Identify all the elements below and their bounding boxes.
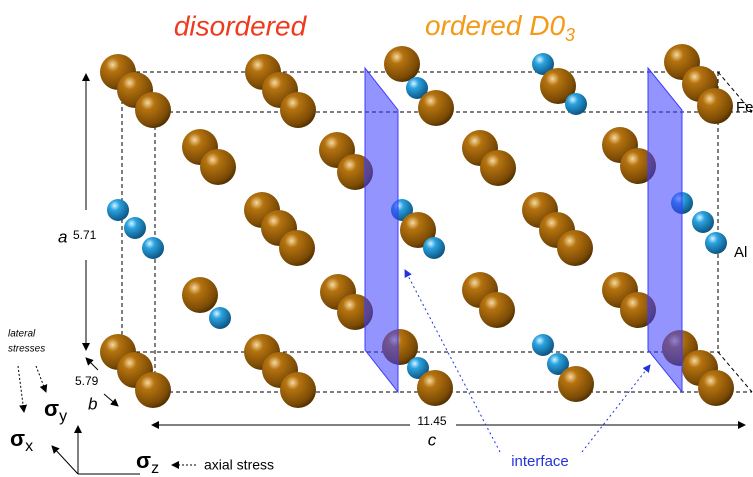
fe-atom <box>480 150 516 186</box>
sigma-subscript: z <box>151 460 159 477</box>
title-subscript: 3 <box>565 25 575 45</box>
al-atom <box>705 232 727 254</box>
crystal-diagram: disordered ordered D03 Fe Al a 5.71 5.79… <box>0 0 753 477</box>
interface-plane <box>365 68 398 392</box>
sigma: σ <box>136 448 151 473</box>
atom-label: Fe <box>736 99 753 116</box>
al-atom <box>142 237 164 259</box>
interface-plane <box>648 68 682 392</box>
sigma: σ <box>10 426 25 451</box>
fe-atom <box>697 88 733 124</box>
fe-atom <box>182 277 218 313</box>
axial-label: axial stress <box>204 457 274 473</box>
b-arrow <box>104 394 118 406</box>
lateral-label: stresses <box>8 344 45 355</box>
axis-arrow <box>52 446 78 474</box>
sigma-subscript: x <box>25 438 33 455</box>
fe-atom <box>280 372 316 408</box>
sigma-subscript: y <box>59 408 67 425</box>
fe-atom <box>135 92 171 128</box>
al-atom <box>107 199 129 221</box>
lateral-arrow <box>18 366 24 412</box>
atoms <box>100 44 734 408</box>
al-atom <box>209 307 231 329</box>
al-atom <box>532 334 554 356</box>
al-atom <box>692 211 714 233</box>
fe-atom <box>417 370 453 406</box>
fe-atom <box>384 46 420 82</box>
sigma: σ <box>44 396 59 421</box>
title-ordered: ordered D03 <box>425 10 575 44</box>
interface-label: interface <box>511 453 569 470</box>
lateral-label: lateral <box>8 329 36 340</box>
title-text: ordered D0 <box>425 10 566 41</box>
fe-atom <box>557 230 593 266</box>
al-atom <box>565 93 587 115</box>
dim-symbol: a <box>58 227 67 246</box>
fe-atom <box>279 230 315 266</box>
dim-value: 11.45 <box>417 414 446 428</box>
fe-atom <box>698 370 734 406</box>
dim-value: 5.79 <box>75 374 99 388</box>
al-atom <box>124 217 146 239</box>
al-atom <box>423 237 445 259</box>
b-arrow <box>86 358 98 370</box>
dim-value: 5.71 <box>73 228 97 242</box>
fe-atom <box>200 149 236 185</box>
fe-atom <box>135 372 171 408</box>
lateral-arrow <box>36 366 46 392</box>
stress-label: σy <box>44 396 67 425</box>
fe-atom <box>280 92 316 128</box>
fe-atom <box>418 90 454 126</box>
stress-label: σx <box>10 426 33 455</box>
dim-symbol: b <box>88 394 97 413</box>
fe-atom <box>479 292 515 328</box>
title-disordered: disordered <box>174 10 308 41</box>
atom-label: Al <box>734 244 747 261</box>
fe-atom <box>558 366 594 402</box>
dim-symbol: c <box>428 430 437 449</box>
stress-label: σz <box>136 448 159 477</box>
